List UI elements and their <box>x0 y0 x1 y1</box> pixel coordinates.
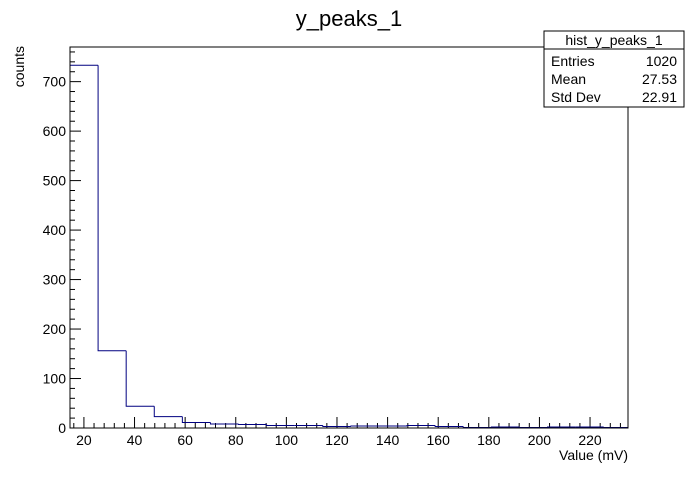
y-tick-label: 300 <box>43 272 67 288</box>
x-tick-label: 220 <box>578 432 602 448</box>
x-tick-label: 140 <box>376 432 400 448</box>
x-tick-label: 200 <box>528 432 552 448</box>
histogram-bin-1 <box>70 65 98 428</box>
histogram-bin-5 <box>182 417 210 423</box>
stats-box-title: hist_y_peaks_1 <box>565 32 663 48</box>
x-tick-label: 80 <box>228 432 244 448</box>
x-tick-label: 20 <box>76 432 92 448</box>
chart-title: y_peaks_1 <box>296 6 402 31</box>
x-tick-label: 100 <box>275 432 299 448</box>
y-axis-label: counts <box>11 46 27 87</box>
stats-entries-label: Entries <box>551 53 595 69</box>
histogram-bin-4 <box>154 406 182 416</box>
stats-entries-value: 1020 <box>646 53 677 69</box>
x-tick-label: 60 <box>177 432 193 448</box>
histogram-bin-14 <box>435 426 463 427</box>
histogram-bin-6 <box>210 423 238 424</box>
x-axis-label: Value (mV) <box>559 447 628 463</box>
x-tick-label: 160 <box>427 432 451 448</box>
histogram-bin-3 <box>126 351 154 406</box>
stats-box: hist_y_peaks_1 Entries 1020 Mean 27.53 S… <box>544 31 684 107</box>
histogram-bins <box>70 65 628 428</box>
stats-mean-value: 27.53 <box>642 71 677 87</box>
y-tick-label: 0 <box>58 420 66 436</box>
stats-stddev-label: Std Dev <box>551 89 601 105</box>
y-tick-label: 200 <box>43 321 67 337</box>
x-tick-label: 180 <box>477 432 501 448</box>
y-tick-label: 400 <box>43 222 67 238</box>
histogram-bin-15 <box>463 427 491 428</box>
y-tick-label: 100 <box>43 371 67 387</box>
histogram-bin-8 <box>267 425 295 426</box>
y-tick-label: 700 <box>43 74 67 90</box>
stats-mean-label: Mean <box>551 71 586 87</box>
axis-ticks: 20 40 60 80 100 120 140 160 180 200 220 0 100 200 300 4… <box>43 52 621 448</box>
x-tick-label: 40 <box>127 432 143 448</box>
x-tick-label: 120 <box>325 432 349 448</box>
y-tick-label: 500 <box>43 173 67 189</box>
stats-stddev-value: 22.91 <box>642 89 677 105</box>
y-tick-label: 600 <box>43 123 67 139</box>
histogram-bin-2 <box>98 65 126 351</box>
